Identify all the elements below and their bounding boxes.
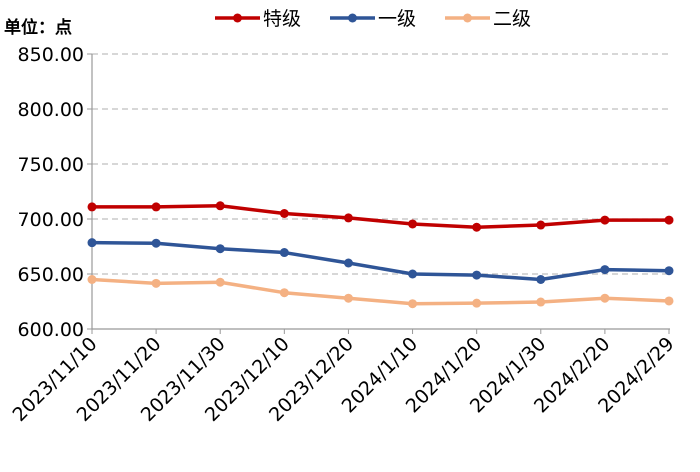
legend-marker xyxy=(233,13,242,23)
data-point xyxy=(600,215,610,225)
unit-label: 单位：点 xyxy=(4,17,72,38)
data-point xyxy=(151,238,161,248)
data-point xyxy=(472,270,482,280)
legend-label: 一级 xyxy=(378,8,416,30)
data-point xyxy=(343,258,353,268)
series-2 xyxy=(87,238,674,284)
data-point xyxy=(664,215,674,225)
data-point xyxy=(408,299,418,309)
data-point xyxy=(87,238,97,248)
y-tick-label: 850.00 xyxy=(18,44,84,66)
data-point xyxy=(664,296,674,306)
data-point xyxy=(472,298,482,308)
series-line xyxy=(91,240,670,282)
data-point xyxy=(279,209,289,218)
x-axis-ticks: 2023/11/102023/11/202023/11/302023/12/10… xyxy=(9,329,679,426)
data-point xyxy=(151,278,161,288)
legend-marker xyxy=(348,13,357,23)
data-point xyxy=(472,222,482,232)
y-axis-ticks: 600.00 650.00 700.00 750.00 800.00 850.00 xyxy=(18,44,92,341)
y-tick-label: 700.00 xyxy=(18,209,84,231)
y-tick-label: 750.00 xyxy=(18,154,84,176)
data-point xyxy=(408,219,418,229)
data-point xyxy=(600,265,610,275)
data-point xyxy=(279,248,289,258)
data-point xyxy=(215,201,225,211)
legend: 特级 一级 二级 xyxy=(215,8,531,30)
legend-item: 二级 xyxy=(445,8,531,30)
series-1 xyxy=(87,201,674,232)
data-point xyxy=(408,269,418,279)
data-point xyxy=(151,202,161,212)
legend-marker xyxy=(463,13,472,23)
data-point xyxy=(215,244,225,254)
data-point xyxy=(87,202,97,212)
legend-label: 特级 xyxy=(263,8,301,30)
series-line xyxy=(92,204,669,229)
gridlines xyxy=(92,53,670,275)
data-point xyxy=(664,266,674,276)
legend-item: 一级 xyxy=(330,8,416,30)
legend-item: 特级 xyxy=(215,8,301,30)
data-point xyxy=(600,293,610,303)
data-point xyxy=(87,275,97,284)
data-point xyxy=(215,277,225,287)
series-3 xyxy=(87,275,674,309)
y-tick-label: 800.00 xyxy=(18,99,84,121)
data-point xyxy=(279,288,289,298)
series-group xyxy=(87,201,674,309)
data-point xyxy=(536,275,546,284)
data-point xyxy=(343,293,353,303)
legend-label: 二级 xyxy=(493,8,531,30)
data-point xyxy=(343,213,353,223)
data-point xyxy=(536,297,546,307)
series-line xyxy=(91,277,670,306)
y-tick-label: 650.00 xyxy=(18,264,84,286)
y-tick-label: 600.00 xyxy=(18,319,84,341)
data-point xyxy=(536,220,546,230)
